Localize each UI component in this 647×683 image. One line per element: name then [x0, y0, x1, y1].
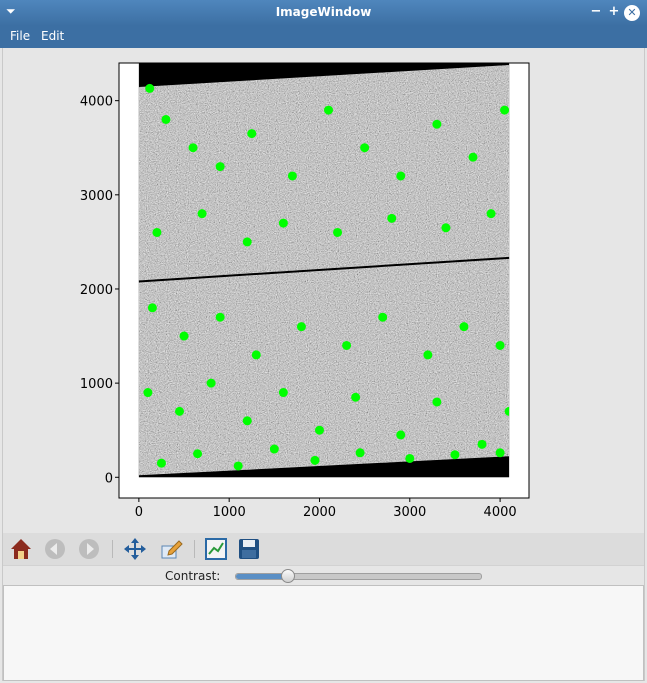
data-point	[432, 119, 442, 129]
back-arrow-icon[interactable]	[43, 537, 67, 561]
data-point	[269, 444, 279, 454]
toolbar-separator	[112, 540, 113, 558]
data-point	[147, 303, 157, 313]
data-point	[296, 322, 306, 332]
title-bar: ⏷ ImageWindow − + ✕	[0, 0, 647, 26]
data-point	[242, 416, 252, 426]
x-tick-label: 1000	[213, 505, 246, 520]
log-text-area[interactable]	[3, 585, 644, 681]
x-axis-ticks: 0 1000 2000 3000 4000	[135, 498, 517, 520]
data-point	[396, 430, 406, 440]
menu-file[interactable]: File	[10, 29, 31, 43]
data-point	[145, 83, 155, 93]
data-point	[188, 143, 198, 153]
data-point	[351, 392, 361, 402]
data-point	[278, 218, 288, 228]
data-point	[197, 209, 207, 219]
x-tick-label: 4000	[484, 505, 517, 520]
contrast-label: Contrast:	[165, 569, 221, 583]
y-tick-label: 0	[105, 471, 113, 486]
data-point	[355, 448, 365, 458]
chip-gap-line	[138, 256, 510, 283]
data-point	[405, 453, 415, 463]
x-tick-label: 0	[135, 505, 143, 520]
y-tick-label: 2000	[80, 283, 113, 298]
menu-edit[interactable]: Edit	[41, 29, 65, 43]
close-icon[interactable]: ✕	[624, 5, 640, 21]
data-point	[206, 378, 216, 388]
data-point	[423, 350, 433, 360]
contrast-slider[interactable]	[235, 569, 482, 583]
navigation-toolbar	[3, 533, 644, 565]
data-point	[247, 129, 257, 139]
maximize-icon[interactable]: +	[608, 4, 620, 19]
data-point	[175, 406, 185, 416]
data-point	[387, 213, 397, 223]
forward-arrow-icon[interactable]	[77, 537, 101, 561]
data-point	[251, 350, 261, 360]
x-tick-label: 2000	[303, 505, 336, 520]
data-point	[477, 439, 487, 449]
window-title: ImageWindow	[275, 5, 372, 19]
contrast-control: Contrast:	[3, 565, 644, 586]
data-point	[342, 340, 352, 350]
data-point	[333, 227, 343, 237]
data-point	[179, 331, 189, 341]
y-tick-label: 1000	[80, 377, 113, 392]
window-content: 0 1000 2000 3000 4000 0 1000 2000 3000 4000 Cont…	[2, 48, 645, 681]
data-point	[324, 105, 334, 115]
menu-bar: File Edit	[0, 26, 647, 48]
data-point	[287, 171, 297, 181]
data-point	[378, 312, 388, 322]
y-axis-ticks: 0 1000 2000 3000 4000	[80, 95, 119, 486]
toolbar-separator	[194, 540, 195, 558]
contrast-slider-fill	[236, 574, 288, 579]
data-point	[486, 209, 496, 219]
plot-canvas[interactable]: 0 1000 2000 3000 4000 0 1000 2000 3000 4000	[3, 48, 644, 533]
window-menu-icon[interactable]: ⏷	[6, 4, 16, 18]
data-point	[278, 388, 288, 398]
data-point	[215, 162, 225, 172]
data-point	[432, 397, 442, 407]
data-point	[504, 406, 510, 416]
data-point	[161, 114, 171, 124]
data-point	[310, 455, 320, 465]
data-point	[396, 171, 406, 181]
edit-axes-icon[interactable]	[159, 537, 183, 561]
data-point	[468, 152, 478, 162]
data-point	[450, 450, 460, 460]
data-point	[215, 312, 225, 322]
data-point	[143, 388, 153, 398]
data-point	[193, 449, 203, 459]
y-tick-label: 3000	[80, 189, 113, 204]
move-arrows-icon[interactable]	[123, 537, 147, 561]
data-point	[156, 458, 166, 468]
data-point	[441, 223, 451, 233]
data-point	[360, 143, 370, 153]
data-point	[459, 322, 469, 332]
contrast-slider-handle[interactable]	[281, 569, 296, 583]
data-point	[500, 105, 510, 115]
data-point	[233, 461, 243, 471]
data-point	[314, 425, 324, 435]
y-tick-label: 4000	[80, 95, 113, 110]
x-tick-label: 3000	[393, 505, 426, 520]
configure-subplots-icon[interactable]	[204, 537, 228, 561]
data-point	[495, 448, 505, 458]
floppy-save-icon[interactable]	[237, 537, 261, 561]
minimize-icon[interactable]: −	[590, 4, 602, 19]
data-point	[495, 340, 505, 350]
data-point	[152, 227, 162, 237]
home-icon[interactable]	[9, 537, 33, 561]
point-layer	[143, 83, 510, 471]
data-point	[242, 237, 252, 247]
